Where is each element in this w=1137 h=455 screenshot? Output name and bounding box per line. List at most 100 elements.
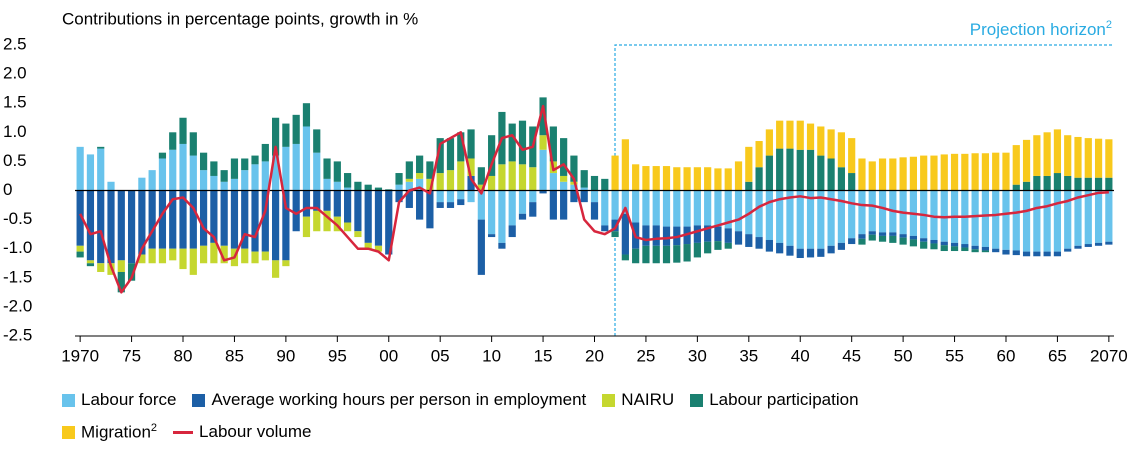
bar [868, 190, 876, 232]
bar [642, 225, 650, 246]
bar [796, 248, 804, 259]
bar [344, 173, 352, 188]
bar [827, 129, 835, 159]
bar [539, 135, 547, 150]
x-tick-label: 40 [791, 346, 810, 365]
bar [148, 190, 156, 249]
bar [344, 187, 352, 191]
bar [704, 167, 712, 191]
bar [683, 244, 691, 262]
bar [323, 190, 331, 211]
projection-label: Projection horizon2 [970, 19, 1112, 40]
bar [230, 158, 239, 179]
legend-swatch [173, 430, 194, 434]
bar [261, 190, 269, 252]
x-tick-label: 30 [688, 346, 707, 365]
bar [1094, 138, 1103, 178]
bar [1002, 152, 1010, 191]
bar [642, 245, 650, 264]
bar [179, 248, 187, 270]
bar [158, 152, 167, 159]
bar [220, 181, 228, 191]
bar [981, 250, 990, 253]
y-tick-label: 2.0 [3, 64, 27, 83]
bar [1043, 190, 1051, 252]
bar [138, 254, 146, 264]
bar [971, 190, 979, 246]
bar [395, 173, 403, 185]
bar [488, 175, 496, 191]
bar [189, 132, 197, 156]
bar [436, 138, 444, 174]
legend-swatch [62, 425, 75, 439]
bar [714, 241, 722, 250]
bar [323, 158, 331, 179]
bar [271, 190, 280, 261]
bar [868, 161, 876, 191]
bar [261, 143, 269, 162]
bar [179, 143, 187, 191]
bar [1012, 250, 1020, 256]
bar [477, 219, 485, 275]
bar [426, 178, 434, 191]
bar [220, 190, 228, 246]
bar [899, 237, 907, 245]
legend-label: Labour participation [709, 390, 859, 409]
bar [354, 181, 362, 191]
bar [590, 175, 599, 191]
bar [1074, 136, 1082, 178]
bar [169, 190, 177, 249]
legend-item: Labour force [62, 390, 176, 410]
bar [477, 190, 485, 220]
bar [878, 235, 887, 242]
bar [313, 152, 321, 191]
bar [868, 231, 876, 235]
bar [241, 170, 249, 191]
bar [549, 173, 557, 191]
y-tick-label: 1.0 [3, 122, 27, 141]
bar [405, 190, 413, 208]
bar [827, 190, 835, 246]
bar [878, 190, 887, 233]
bar [961, 247, 969, 252]
y-tick-label: -0.5 [3, 209, 32, 228]
bar [354, 190, 362, 232]
bar [704, 225, 712, 242]
bar [518, 120, 527, 165]
bar [817, 248, 825, 257]
bar [765, 190, 773, 240]
bar [673, 245, 681, 263]
axis-title: Contributions in percentage points, grow… [62, 9, 418, 28]
bar [477, 167, 485, 185]
bar [374, 245, 383, 252]
bar [117, 190, 125, 261]
bar [1012, 184, 1020, 191]
bar [271, 260, 280, 278]
bar [786, 190, 794, 246]
x-tick-label: 20 [585, 346, 604, 365]
bar [817, 155, 825, 191]
bar [971, 153, 979, 191]
x-tick-label: 45 [842, 346, 861, 365]
bar [858, 238, 866, 245]
bar [1064, 175, 1072, 191]
bar [1064, 248, 1072, 252]
bar [580, 190, 588, 203]
bar [662, 190, 671, 227]
bar [457, 161, 465, 191]
bar [745, 181, 753, 191]
bar [1043, 175, 1051, 191]
legend-item: Labour volume [173, 422, 312, 443]
x-tick-label: 35 [739, 346, 758, 365]
bar [1105, 241, 1113, 245]
bar [1105, 190, 1113, 242]
bar [971, 245, 979, 250]
bar [611, 219, 619, 232]
bar [199, 245, 208, 264]
bar [282, 190, 290, 261]
bar [920, 241, 928, 249]
bar [374, 187, 383, 191]
bar [673, 190, 681, 227]
y-tick-label: -1.5 [3, 267, 32, 286]
